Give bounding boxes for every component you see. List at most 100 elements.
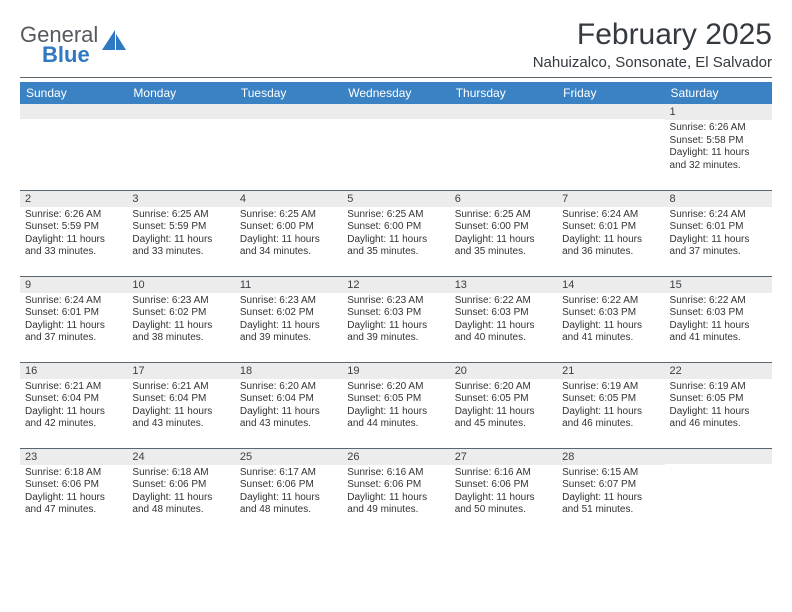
calendar-cell: 10Sunrise: 6:23 AMSunset: 6:02 PMDayligh…	[127, 276, 234, 362]
cell-body: Sunrise: 6:22 AMSunset: 6:03 PMDaylight:…	[557, 293, 664, 345]
daylight: Daylight: 11 hours and 41 minutes.	[670, 320, 767, 345]
sunset: Sunset: 5:59 PM	[132, 221, 229, 234]
header: General Blue February 2025 Nahuizalco, S…	[20, 18, 772, 71]
sunrise: Sunrise: 6:18 AM	[132, 467, 229, 480]
cell-body: Sunrise: 6:24 AMSunset: 6:01 PMDaylight:…	[665, 207, 772, 259]
weekday-header: Friday	[557, 82, 664, 104]
brand-bottom: Blue	[42, 44, 98, 66]
sunrise: Sunrise: 6:25 AM	[347, 209, 444, 222]
calendar-cell	[127, 104, 234, 190]
cell-body: Sunrise: 6:18 AMSunset: 6:06 PMDaylight:…	[20, 465, 127, 517]
daylight: Daylight: 11 hours and 33 minutes.	[132, 234, 229, 259]
cell-body: Sunrise: 6:22 AMSunset: 6:03 PMDaylight:…	[450, 293, 557, 345]
day-number: 14	[557, 277, 664, 293]
sunset: Sunset: 6:00 PM	[455, 221, 552, 234]
cell-body: Sunrise: 6:17 AMSunset: 6:06 PMDaylight:…	[235, 465, 342, 517]
daylight: Daylight: 11 hours and 35 minutes.	[347, 234, 444, 259]
sunset: Sunset: 6:07 PM	[562, 479, 659, 492]
daylight: Daylight: 11 hours and 48 minutes.	[132, 492, 229, 517]
calendar-cell: 16Sunrise: 6:21 AMSunset: 6:04 PMDayligh…	[20, 362, 127, 448]
calendar-row: 1Sunrise: 6:26 AMSunset: 5:58 PMDaylight…	[20, 104, 772, 190]
sunrise: Sunrise: 6:20 AM	[455, 381, 552, 394]
cell-body: Sunrise: 6:26 AMSunset: 5:59 PMDaylight:…	[20, 207, 127, 259]
day-number: 22	[665, 363, 772, 379]
calendar-cell	[450, 104, 557, 190]
sunrise: Sunrise: 6:18 AM	[25, 467, 122, 480]
sunrise: Sunrise: 6:26 AM	[670, 122, 767, 135]
calendar-row: 16Sunrise: 6:21 AMSunset: 6:04 PMDayligh…	[20, 362, 772, 448]
daylight: Daylight: 11 hours and 33 minutes.	[25, 234, 122, 259]
sunset: Sunset: 6:00 PM	[347, 221, 444, 234]
weekday-header: Thursday	[450, 82, 557, 104]
sunset: Sunset: 6:03 PM	[562, 307, 659, 320]
logo-text: General Blue	[20, 24, 98, 66]
day-number: 17	[127, 363, 234, 379]
sunrise: Sunrise: 6:26 AM	[25, 209, 122, 222]
sail-icon	[102, 30, 128, 57]
day-number: 12	[342, 277, 449, 293]
sunset: Sunset: 6:06 PM	[347, 479, 444, 492]
calendar-cell: 4Sunrise: 6:25 AMSunset: 6:00 PMDaylight…	[235, 190, 342, 276]
cell-body: Sunrise: 6:20 AMSunset: 6:05 PMDaylight:…	[342, 379, 449, 431]
day-number: 20	[450, 363, 557, 379]
sunset: Sunset: 6:00 PM	[240, 221, 337, 234]
sunrise: Sunrise: 6:20 AM	[240, 381, 337, 394]
sunrise: Sunrise: 6:22 AM	[562, 295, 659, 308]
calendar-cell: 13Sunrise: 6:22 AMSunset: 6:03 PMDayligh…	[450, 276, 557, 362]
day-number: 23	[20, 449, 127, 465]
daylight: Daylight: 11 hours and 46 minutes.	[562, 406, 659, 431]
location: Nahuizalco, Sonsonate, El Salvador	[533, 54, 772, 71]
day-number: 5	[342, 191, 449, 207]
daylight: Daylight: 11 hours and 43 minutes.	[132, 406, 229, 431]
calendar-cell: 3Sunrise: 6:25 AMSunset: 5:59 PMDaylight…	[127, 190, 234, 276]
sunset: Sunset: 6:06 PM	[132, 479, 229, 492]
sunrise: Sunrise: 6:16 AM	[347, 467, 444, 480]
daylight: Daylight: 11 hours and 37 minutes.	[25, 320, 122, 345]
sunset: Sunset: 6:03 PM	[455, 307, 552, 320]
calendar-cell: 11Sunrise: 6:23 AMSunset: 6:02 PMDayligh…	[235, 276, 342, 362]
day-number: 6	[450, 191, 557, 207]
sunset: Sunset: 6:01 PM	[670, 221, 767, 234]
day-number	[235, 104, 342, 119]
weekday-header: Sunday	[20, 82, 127, 104]
day-number: 13	[450, 277, 557, 293]
calendar-cell	[235, 104, 342, 190]
sunset: Sunset: 6:03 PM	[347, 307, 444, 320]
cell-body: Sunrise: 6:24 AMSunset: 6:01 PMDaylight:…	[557, 207, 664, 259]
sunrise: Sunrise: 6:25 AM	[455, 209, 552, 222]
daylight: Daylight: 11 hours and 39 minutes.	[347, 320, 444, 345]
sunset: Sunset: 6:05 PM	[670, 393, 767, 406]
cell-body: Sunrise: 6:19 AMSunset: 6:05 PMDaylight:…	[557, 379, 664, 431]
sunset: Sunset: 6:04 PM	[25, 393, 122, 406]
calendar-cell: 18Sunrise: 6:20 AMSunset: 6:04 PMDayligh…	[235, 362, 342, 448]
weekday-header: Saturday	[665, 82, 772, 104]
day-number	[127, 104, 234, 119]
daylight: Daylight: 11 hours and 35 minutes.	[455, 234, 552, 259]
sunset: Sunset: 6:02 PM	[240, 307, 337, 320]
calendar-cell	[342, 104, 449, 190]
day-number	[665, 449, 772, 464]
day-number: 7	[557, 191, 664, 207]
calendar-cell: 9Sunrise: 6:24 AMSunset: 6:01 PMDaylight…	[20, 276, 127, 362]
daylight: Daylight: 11 hours and 47 minutes.	[25, 492, 122, 517]
calendar-cell: 19Sunrise: 6:20 AMSunset: 6:05 PMDayligh…	[342, 362, 449, 448]
day-number: 25	[235, 449, 342, 465]
title-block: February 2025 Nahuizalco, Sonsonate, El …	[533, 18, 772, 71]
calendar-cell: 7Sunrise: 6:24 AMSunset: 6:01 PMDaylight…	[557, 190, 664, 276]
weekday-header: Tuesday	[235, 82, 342, 104]
cell-body: Sunrise: 6:20 AMSunset: 6:05 PMDaylight:…	[450, 379, 557, 431]
cell-body: Sunrise: 6:20 AMSunset: 6:04 PMDaylight:…	[235, 379, 342, 431]
sunset: Sunset: 5:58 PM	[670, 135, 767, 148]
daylight: Daylight: 11 hours and 51 minutes.	[562, 492, 659, 517]
cell-body: Sunrise: 6:23 AMSunset: 6:02 PMDaylight:…	[235, 293, 342, 345]
daylight: Daylight: 11 hours and 49 minutes.	[347, 492, 444, 517]
day-number: 15	[665, 277, 772, 293]
cell-body: Sunrise: 6:25 AMSunset: 6:00 PMDaylight:…	[342, 207, 449, 259]
logo: General Blue	[20, 24, 128, 66]
calendar-cell	[665, 448, 772, 534]
day-number: 26	[342, 449, 449, 465]
cell-body: Sunrise: 6:23 AMSunset: 6:02 PMDaylight:…	[127, 293, 234, 345]
sunrise: Sunrise: 6:16 AM	[455, 467, 552, 480]
daylight: Daylight: 11 hours and 46 minutes.	[670, 406, 767, 431]
calendar-cell: 24Sunrise: 6:18 AMSunset: 6:06 PMDayligh…	[127, 448, 234, 534]
